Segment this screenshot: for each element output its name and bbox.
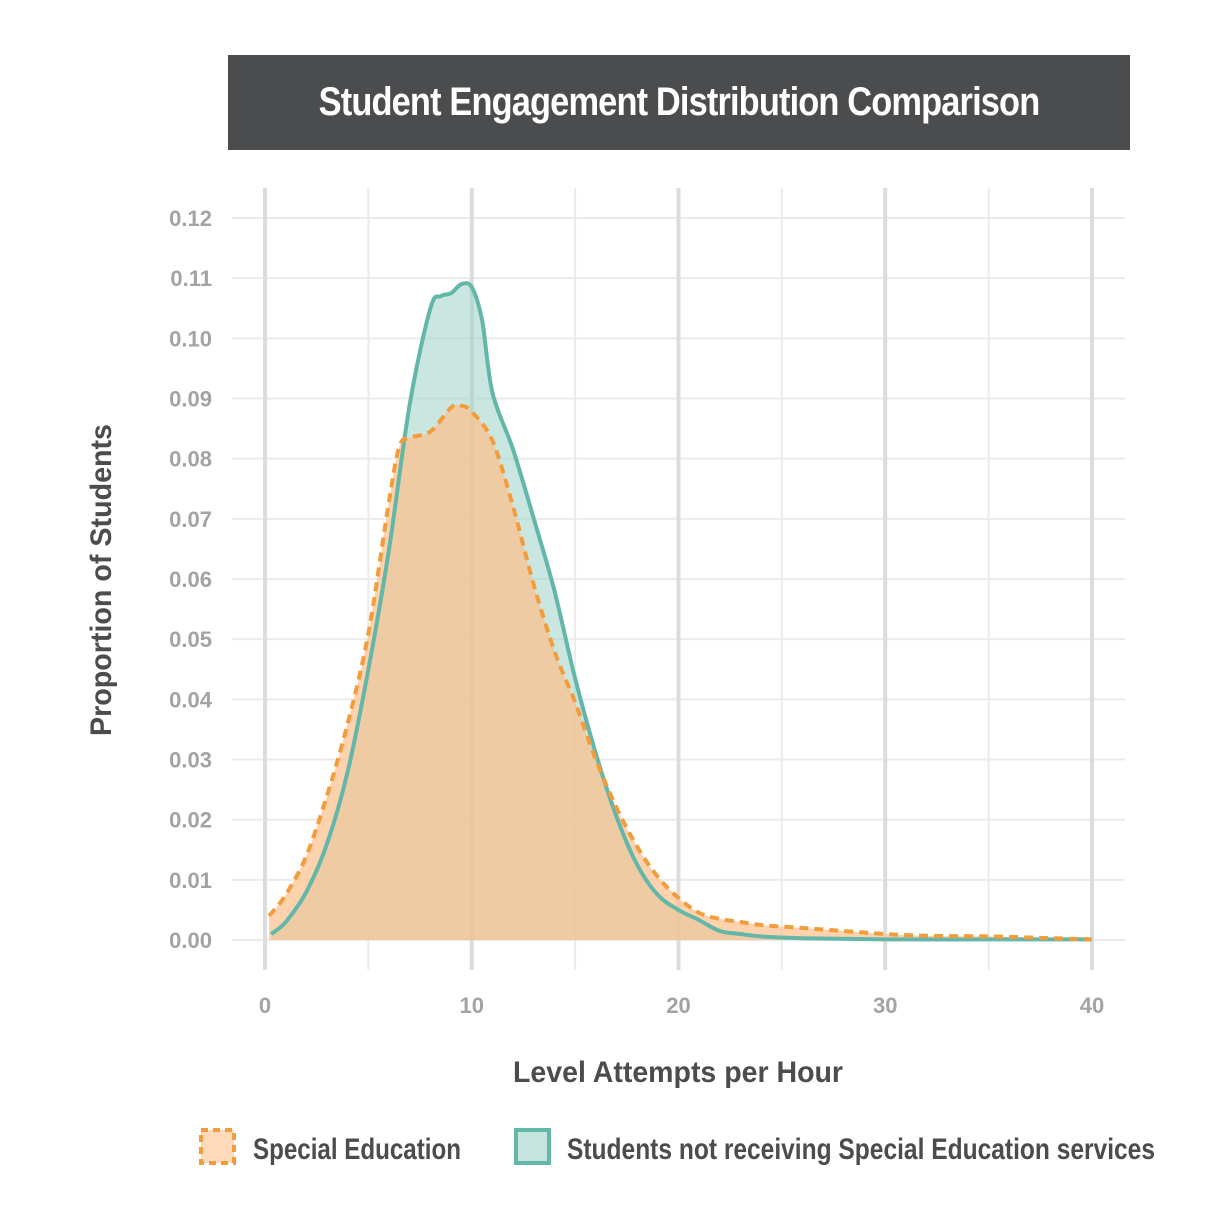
legend-swatch-non-special-education [514,1128,551,1165]
legend-item-special-education: Special Education [199,1128,461,1166]
y-tick-label: 0.10 [169,326,212,351]
y-axis-ticks: 0.00 0.01 0.02 0.03 0.04 0.05 0.06 0.07 0.08 0.09… [169,206,213,953]
density-lines [267,281,1093,942]
x-tick-label: 40 [1080,993,1104,1018]
y-tick-label: 0.06 [169,567,212,592]
x-axis-ticks: 0 10 20 30 40 [259,993,1104,1018]
legend-item-non-special-education: Students not receiving Special Education… [514,1128,1155,1166]
x-tick-label: 30 [873,993,897,1018]
y-tick-label: 0.03 [169,748,212,773]
y-tick-label: 0.00 [169,928,212,953]
y-tick-label: 0.08 [169,447,212,472]
legend-label-non-special-education: Students not receiving Special Education… [567,1133,1155,1166]
x-tick-label: 20 [666,993,690,1018]
y-tick-label: 0.01 [169,868,212,893]
y-tick-label: 0.07 [169,507,212,532]
y-tick-label: 0.12 [169,206,212,231]
y-tick-label: 0.09 [169,387,212,412]
y-axis-label: Proportion of Students [85,424,118,736]
y-tick-label: 0.05 [169,627,212,652]
x-axis-label: Level Attempts per Hour [513,1056,843,1089]
legend-swatch-special-education [199,1128,236,1165]
legend: Special Education Students not receiving… [199,1128,1155,1166]
y-tick-label: 0.11 [170,266,212,291]
area-special-education [269,404,1093,941]
x-tick-label: 0 [259,993,271,1018]
legend-label-special-education: Special Education [253,1133,461,1166]
chart-title-bar: Student Engagement Distribution Comparis… [228,55,1130,150]
y-tick-label: 0.02 [169,808,212,833]
line-special-education [267,402,1093,942]
density-areas [269,283,1093,941]
line-non-special-education [269,281,1092,942]
x-tick-label: 10 [460,993,484,1018]
chart-title: Student Engagement Distribution Comparis… [318,80,1041,124]
y-tick-label: 0.04 [169,687,213,712]
